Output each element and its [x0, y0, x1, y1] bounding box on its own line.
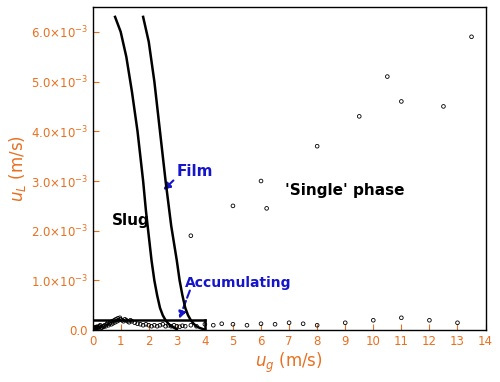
- Text: 'Single' phase: 'Single' phase: [286, 183, 405, 199]
- Point: [159, 321, 167, 327]
- Point: [92, 324, 100, 330]
- Point: [121, 316, 129, 322]
- Point: [98, 325, 106, 331]
- Point: [229, 203, 237, 209]
- Point: [91, 325, 99, 331]
- Text: Film: Film: [177, 163, 214, 178]
- Point: [139, 322, 147, 328]
- Point: [173, 323, 181, 329]
- Point: [257, 178, 265, 184]
- Point: [106, 321, 114, 327]
- Point: [176, 324, 184, 330]
- Point: [102, 321, 110, 327]
- Point: [218, 321, 226, 327]
- Point: [98, 323, 106, 329]
- Point: [201, 321, 209, 327]
- Point: [108, 318, 116, 324]
- Point: [114, 315, 122, 321]
- Point: [136, 321, 144, 327]
- Point: [341, 320, 349, 326]
- Point: [210, 322, 218, 328]
- Point: [187, 322, 195, 328]
- Point: [109, 320, 117, 326]
- Point: [90, 325, 98, 331]
- X-axis label: $u_g$ (m/s): $u_g$ (m/s): [255, 351, 323, 375]
- Point: [164, 322, 172, 328]
- Point: [96, 324, 104, 330]
- Point: [113, 318, 121, 324]
- Point: [156, 322, 164, 328]
- Point: [384, 73, 392, 79]
- Point: [468, 34, 475, 40]
- Point: [313, 143, 321, 149]
- Point: [93, 324, 101, 330]
- Point: [181, 323, 189, 329]
- Point: [370, 317, 378, 323]
- Point: [229, 321, 237, 327]
- Point: [262, 205, 270, 211]
- Point: [94, 325, 102, 331]
- Point: [398, 99, 406, 105]
- Text: Accumulating: Accumulating: [185, 276, 292, 290]
- Point: [257, 321, 265, 327]
- Point: [153, 323, 161, 329]
- Point: [285, 320, 293, 326]
- Point: [128, 318, 136, 324]
- Point: [167, 323, 175, 329]
- Point: [142, 321, 150, 327]
- Point: [454, 320, 462, 326]
- Point: [122, 317, 130, 323]
- Point: [192, 323, 200, 329]
- Point: [116, 315, 124, 321]
- Point: [111, 319, 119, 325]
- Point: [134, 321, 141, 327]
- Point: [118, 317, 126, 323]
- Point: [92, 325, 100, 331]
- Point: [313, 322, 321, 328]
- Point: [120, 318, 128, 324]
- Point: [398, 315, 406, 321]
- Point: [148, 323, 156, 329]
- Point: [144, 322, 152, 328]
- Point: [116, 316, 124, 322]
- Point: [243, 322, 251, 328]
- Point: [108, 321, 116, 327]
- Text: Slug: Slug: [112, 213, 150, 228]
- Point: [95, 323, 103, 329]
- Point: [299, 321, 307, 327]
- Point: [124, 318, 132, 324]
- Point: [100, 324, 108, 330]
- Point: [440, 104, 448, 110]
- Point: [94, 324, 102, 330]
- Point: [96, 322, 104, 328]
- Point: [130, 320, 138, 326]
- Point: [178, 323, 186, 329]
- Point: [271, 321, 279, 327]
- Y-axis label: $u_L$ (m/s): $u_L$ (m/s): [7, 135, 28, 202]
- Point: [114, 317, 122, 323]
- Point: [102, 323, 110, 329]
- Point: [90, 326, 98, 332]
- Point: [170, 322, 178, 328]
- Point: [97, 324, 105, 330]
- Point: [94, 325, 102, 331]
- Point: [106, 319, 114, 325]
- Point: [110, 317, 118, 323]
- Point: [150, 322, 158, 328]
- Point: [104, 322, 112, 328]
- Point: [356, 113, 364, 120]
- Point: [104, 320, 112, 326]
- Point: [187, 233, 195, 239]
- Point: [125, 319, 133, 325]
- Point: [100, 322, 108, 328]
- Point: [112, 316, 120, 322]
- Point: [162, 323, 170, 329]
- Point: [126, 317, 134, 323]
- Point: [426, 317, 434, 323]
